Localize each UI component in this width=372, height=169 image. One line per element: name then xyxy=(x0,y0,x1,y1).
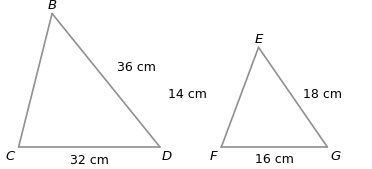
Text: 36 cm: 36 cm xyxy=(117,61,156,74)
Text: B: B xyxy=(48,0,57,12)
Text: F: F xyxy=(209,150,217,163)
Text: 32 cm: 32 cm xyxy=(70,154,109,167)
Text: 18 cm: 18 cm xyxy=(303,88,342,101)
Text: C: C xyxy=(6,150,15,163)
Text: E: E xyxy=(254,33,263,46)
Text: G: G xyxy=(330,150,341,163)
Text: D: D xyxy=(161,150,172,163)
Text: 14 cm: 14 cm xyxy=(167,88,206,101)
Text: 16 cm: 16 cm xyxy=(255,153,294,166)
